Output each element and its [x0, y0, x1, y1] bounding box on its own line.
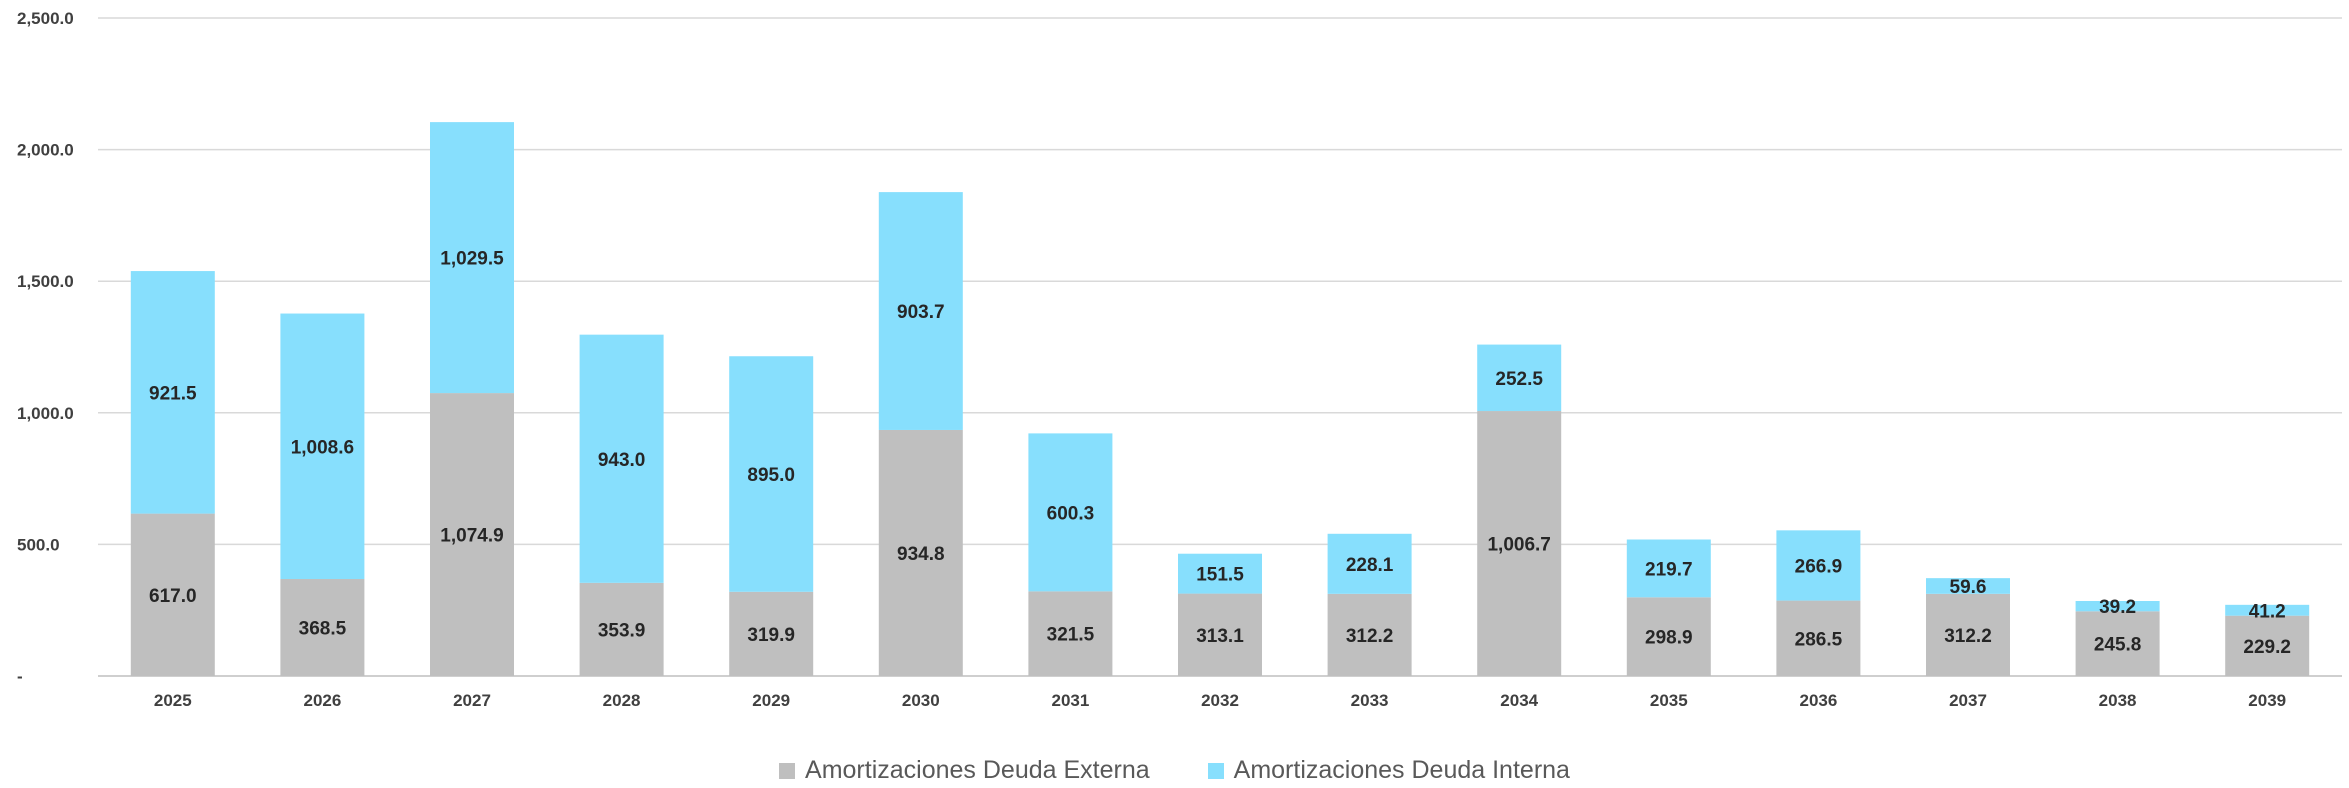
- data-label-externa: 286.5: [1795, 629, 1843, 650]
- legend-label-externa: Amortizaciones Deuda Externa: [805, 756, 1150, 784]
- data-label-interna: 895.0: [747, 465, 795, 486]
- data-label-interna: 921.5: [149, 383, 197, 404]
- legend-item-interna: Amortizaciones Deuda Interna: [1207, 756, 1570, 785]
- data-label-interna: 228.1: [1346, 555, 1394, 576]
- bar-externa: [1626, 597, 1711, 676]
- legend-swatch-interna: [1207, 762, 1224, 779]
- bar-externa: [878, 429, 963, 676]
- data-label-interna: 59.6: [1950, 577, 1987, 598]
- data-label-externa: 353.9: [598, 620, 646, 641]
- data-label-externa: 298.9: [1645, 628, 1693, 649]
- x-tick-label: 2027: [453, 691, 491, 710]
- bar-interna: [1477, 344, 1562, 412]
- x-tick-label: 2032: [1201, 691, 1239, 710]
- x-tick-label: 2035: [1650, 691, 1688, 710]
- data-label-interna: 41.2: [2249, 601, 2286, 622]
- x-axis-ticks: 2025 2026 2027 2028 2029 2030 2031 2032 2033 2034…: [154, 691, 2286, 710]
- y-tick-label: 2,500.0: [17, 9, 74, 28]
- y-tick-label: 500.0: [17, 535, 60, 554]
- x-tick-label: 2031: [1051, 691, 1089, 710]
- data-label-interna: 903.7: [897, 302, 945, 323]
- bar-externa: [280, 579, 365, 676]
- bar-externa: [1178, 593, 1262, 676]
- data-label-interna: 151.5: [1196, 565, 1244, 586]
- x-tick-label: 2025: [154, 691, 192, 710]
- data-label-interna: 252.5: [1495, 369, 1543, 390]
- data-label-externa: 617.0: [149, 586, 197, 607]
- data-label-externa: 313.1: [1196, 626, 1244, 647]
- bar-interna: [729, 356, 814, 592]
- bar-externa: [1776, 600, 1861, 676]
- x-tick-label: 2039: [2248, 691, 2286, 710]
- bar-interna: [2075, 600, 2160, 612]
- bar-interna: [280, 313, 365, 580]
- legend-label-interna: Amortizaciones Deuda Interna: [1233, 756, 1570, 784]
- bar-interna: [1926, 578, 2010, 594]
- bar-interna: [1776, 530, 1861, 601]
- legend-item-externa: Amortizaciones Deuda Externa: [779, 756, 1150, 785]
- legend: Amortizaciones Deuda Externa Amortizacio…: [0, 756, 2349, 785]
- bar-interna: [130, 271, 215, 514]
- data-label-interna: 1,008.6: [291, 437, 354, 458]
- data-label-interna: 39.2: [2099, 597, 2136, 618]
- y-tick-label: 1,000.0: [17, 404, 74, 423]
- stacked-bar-chart: - 500.0 1,000.0 1,500.0 2,000.0 2,500.0 617.0…: [17, 9, 2342, 710]
- data-label-interna: 219.7: [1645, 559, 1693, 580]
- bar-externa: [2075, 611, 2160, 676]
- bar-interna: [2225, 604, 2310, 616]
- data-label-externa: 319.9: [747, 625, 795, 646]
- bar-externa: [579, 582, 664, 676]
- y-axis-ticks: - 500.0 1,000.0 1,500.0 2,000.0 2,500.0: [17, 9, 74, 686]
- bar-interna: [1178, 553, 1262, 594]
- bar-interna: [1327, 533, 1412, 594]
- data-label-externa: 934.8: [897, 544, 945, 565]
- bar-externa: [1926, 593, 2010, 676]
- data-label-externa: 321.5: [1047, 625, 1095, 646]
- bars: [130, 122, 2310, 676]
- data-label-externa: 368.5: [299, 619, 347, 640]
- y-tick-label: 2,000.0: [17, 141, 74, 160]
- x-tick-label: 2033: [1351, 691, 1389, 710]
- x-tick-label: 2028: [603, 691, 641, 710]
- data-label-externa: 1,074.9: [440, 526, 503, 547]
- y-tick-label: -: [17, 667, 23, 686]
- data-labels: 617.0 921.5 368.5 1,008.6 1,074.9 1,029.5 353.…: [149, 249, 2291, 658]
- bar-externa: [130, 513, 215, 676]
- x-tick-label: 2026: [303, 691, 341, 710]
- bar-externa: [1477, 411, 1562, 676]
- x-tick-label: 2037: [1949, 691, 1987, 710]
- bar-externa: [430, 393, 514, 676]
- bar-interna: [430, 122, 514, 394]
- data-label-externa: 245.8: [2094, 635, 2142, 656]
- bar-interna: [878, 192, 963, 430]
- bar-interna: [1028, 433, 1113, 592]
- data-label-externa: 229.2: [2243, 637, 2291, 658]
- data-label-interna: 1,029.5: [440, 249, 504, 270]
- x-tick-label: 2034: [1500, 691, 1538, 710]
- data-label-externa: 312.2: [1944, 626, 1992, 647]
- y-tick-label: 1,500.0: [17, 272, 74, 291]
- bar-externa: [1028, 591, 1113, 676]
- data-label-interna: 266.9: [1795, 556, 1843, 577]
- data-label-interna: 600.3: [1047, 503, 1095, 524]
- bar-interna: [579, 334, 664, 583]
- x-tick-label: 2038: [2099, 691, 2137, 710]
- legend-swatch-externa: [779, 762, 796, 779]
- bar-externa: [1327, 593, 1412, 676]
- bar-interna: [1626, 539, 1711, 598]
- data-label-interna: 943.0: [598, 450, 646, 471]
- data-label-externa: 1,006.7: [1487, 535, 1550, 556]
- bar-externa: [729, 591, 814, 676]
- x-tick-label: 2036: [1799, 691, 1837, 710]
- data-label-externa: 312.2: [1346, 626, 1394, 647]
- bar-externa: [2225, 615, 2310, 676]
- x-tick-label: 2030: [902, 691, 940, 710]
- x-tick-label: 2029: [752, 691, 790, 710]
